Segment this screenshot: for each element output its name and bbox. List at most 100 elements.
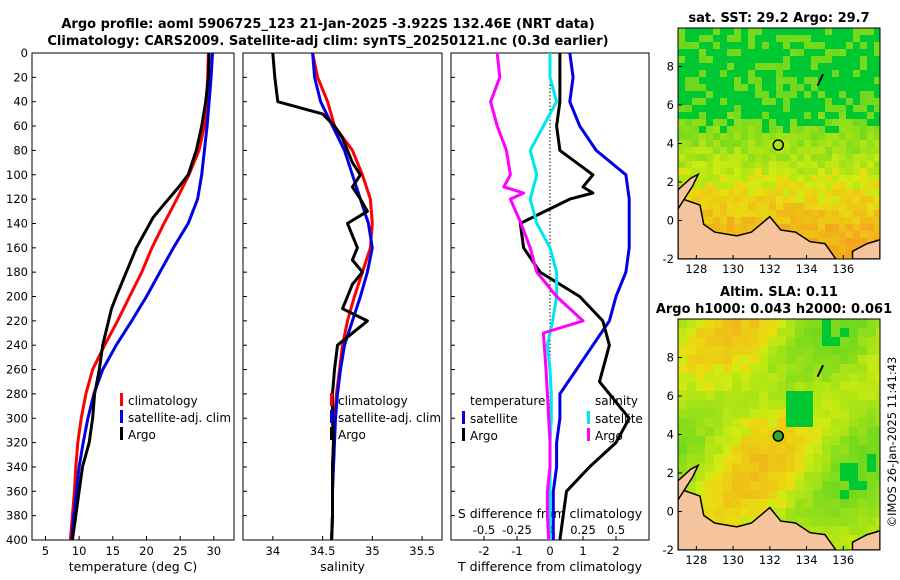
map-cell	[874, 77, 880, 85]
map-cell	[692, 70, 700, 78]
map-cell	[797, 217, 805, 225]
map-cell	[797, 112, 805, 120]
map-cell	[755, 168, 763, 176]
map-cell	[825, 196, 833, 204]
map-cell	[867, 217, 875, 225]
map-cell	[831, 319, 841, 329]
map-cell	[755, 196, 763, 204]
map-cell	[813, 409, 823, 419]
map-cell	[790, 98, 798, 106]
map-cell	[853, 175, 861, 183]
map-cell	[822, 463, 832, 473]
map-cell	[811, 133, 819, 141]
map-cell	[867, 364, 877, 374]
map-cell	[678, 436, 688, 446]
map-cell	[849, 463, 859, 473]
map-cell	[699, 161, 707, 169]
map-cell	[723, 337, 733, 347]
map-cell	[876, 472, 880, 482]
map-cell	[786, 427, 796, 437]
map-cell	[822, 337, 832, 347]
legend-label: Argo	[128, 428, 156, 442]
map-cell	[750, 382, 760, 392]
map-cell	[783, 168, 791, 176]
map-cell	[692, 35, 700, 43]
map-cell	[860, 63, 868, 71]
map-cell	[876, 436, 880, 446]
map-cell	[811, 49, 819, 57]
map-cell	[849, 490, 859, 500]
map-cell	[720, 140, 728, 148]
map-cell	[705, 319, 715, 329]
map-cell	[769, 84, 777, 92]
map-cell	[797, 49, 805, 57]
x-top-tick-label: -0.5	[473, 523, 495, 537]
map-cell	[678, 364, 688, 374]
map-cell	[822, 454, 832, 464]
map-cell	[813, 400, 823, 410]
map-cell	[755, 147, 763, 155]
map-cell	[748, 224, 756, 232]
map-cell	[706, 203, 714, 211]
map-cell	[818, 56, 826, 64]
legend-swatch	[462, 428, 465, 441]
map-cell	[685, 77, 693, 85]
map-cell	[734, 98, 742, 106]
map-cell	[750, 463, 760, 473]
map-cell	[867, 196, 875, 204]
map-cell	[832, 49, 840, 57]
map-cell	[705, 328, 715, 338]
map-cell	[825, 126, 833, 134]
map-cell	[692, 49, 700, 57]
map-cell	[699, 133, 707, 141]
map-cell	[811, 196, 819, 204]
map-cell	[804, 98, 812, 106]
map-cell	[840, 526, 850, 536]
legend-swatch	[587, 428, 590, 441]
map-cell	[832, 238, 840, 246]
map-cell	[840, 463, 850, 473]
map-cell	[692, 77, 700, 85]
y-tick-label: 400	[6, 533, 28, 547]
map-cell	[685, 56, 693, 64]
map-cell	[720, 28, 728, 36]
map-cell	[783, 49, 791, 57]
map-cell	[860, 35, 868, 43]
map-cell	[713, 189, 721, 197]
map-cell	[755, 126, 763, 134]
map-cell	[858, 373, 868, 383]
map-cell	[741, 328, 751, 338]
map-cell	[705, 364, 715, 374]
map-cell	[776, 154, 784, 162]
map-cell	[876, 346, 880, 356]
map-cell	[783, 112, 791, 120]
map-cell	[714, 508, 724, 518]
map-cell	[804, 42, 812, 50]
map-cell	[776, 70, 784, 78]
map-cell	[713, 84, 721, 92]
map-cell	[723, 355, 733, 365]
map-cell	[727, 147, 735, 155]
x-axis-label: salinity	[320, 559, 365, 574]
map-cell	[874, 119, 880, 127]
map-cell	[696, 472, 706, 482]
x-tick-label: 35	[365, 544, 380, 558]
map-cell	[714, 355, 724, 365]
map-cell	[822, 481, 832, 491]
map-cell	[706, 119, 714, 127]
map-cell	[874, 217, 880, 225]
map-cell	[831, 526, 841, 536]
map-cell	[768, 490, 778, 500]
map-cell	[825, 161, 833, 169]
map-cell	[853, 140, 861, 148]
map-cell	[849, 418, 859, 428]
map-cell	[678, 382, 688, 392]
map-cell	[840, 400, 850, 410]
map-cell	[696, 346, 706, 356]
map-cell	[741, 133, 749, 141]
map-cell	[720, 49, 728, 57]
map-cell	[678, 328, 688, 338]
map-cell	[776, 91, 784, 99]
map-cell	[867, 445, 877, 455]
map-cell	[685, 35, 693, 43]
